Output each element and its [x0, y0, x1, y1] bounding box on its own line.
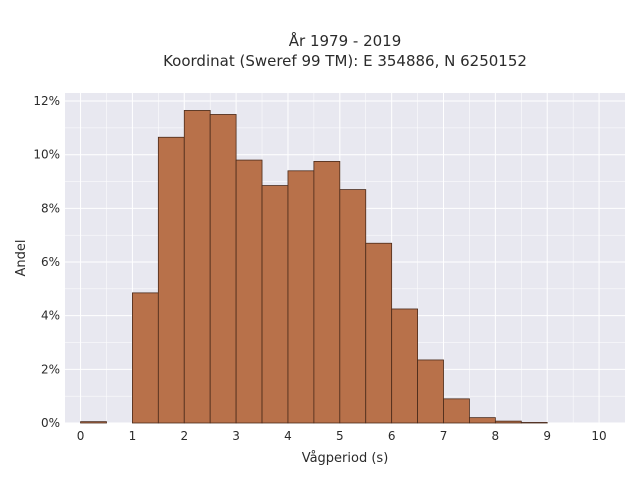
histogram-bar: [209, 114, 237, 424]
histogram-bar: [235, 159, 263, 424]
histogram-bar: [80, 421, 107, 424]
histogram-bar: [520, 422, 548, 424]
y-tick-label: 2%: [41, 362, 60, 376]
tick-labels: 0 1 2 3 4 5 6 7 8 9 10 0% 2% 4% 6% 8% 10% 12%: [33, 94, 606, 443]
histogram-bar: [183, 110, 211, 424]
histogram-bar: [261, 185, 289, 424]
x-tick-label: 1: [129, 429, 137, 443]
chart-subtitle: Koordinat (Sweref 99 TM): E 354886, N 62…: [163, 52, 527, 70]
histogram-bar: [391, 308, 418, 424]
y-tick-label: 4%: [41, 309, 60, 323]
histogram-bar: [365, 242, 393, 424]
y-tick-label: 10%: [33, 148, 60, 162]
y-axis-label: Andel: [14, 240, 29, 277]
y-tick-label: 6%: [41, 255, 60, 269]
x-tick-label: 9: [543, 429, 551, 443]
histogram-bar: [313, 161, 341, 424]
histogram-bar: [443, 398, 470, 424]
x-tick-label: 2: [180, 429, 188, 443]
y-tick-label: 8%: [41, 201, 60, 215]
x-axis-label: Vågperiod (s): [302, 451, 389, 466]
x-tick-label: 6: [388, 429, 396, 443]
histogram-bar: [157, 136, 185, 424]
x-tick-label: 10: [591, 429, 606, 443]
x-tick-label: 5: [336, 429, 344, 443]
y-tick-label: 0%: [41, 416, 60, 430]
histogram-bar: [417, 359, 444, 424]
x-tick-label: 8: [492, 429, 500, 443]
chart-title: År 1979 - 2019: [289, 31, 402, 50]
x-tick-label: 4: [284, 429, 292, 443]
histogram-bar: [339, 189, 367, 424]
histogram-bar: [469, 417, 496, 424]
histogram-bar: [287, 170, 315, 424]
histogram-bar: [132, 292, 159, 424]
bars: [80, 110, 548, 424]
x-tick-label: 7: [440, 429, 448, 443]
histogram-bar: [494, 420, 522, 424]
x-tick-label: 0: [77, 429, 85, 443]
y-tick-label: 12%: [33, 94, 60, 108]
x-tick-label: 3: [232, 429, 240, 443]
